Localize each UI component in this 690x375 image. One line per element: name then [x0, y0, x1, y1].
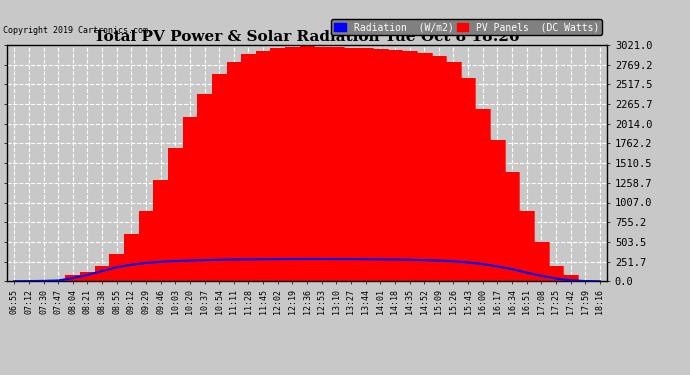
Legend: Radiation  (W/m2), PV Panels  (DC Watts): Radiation (W/m2), PV Panels (DC Watts) [331, 19, 602, 35]
Title: Total PV Power & Solar Radiation Tue Oct 8 18:26: Total PV Power & Solar Radiation Tue Oct… [95, 30, 520, 44]
Text: Copyright 2019 Cartronics.com: Copyright 2019 Cartronics.com [3, 26, 148, 35]
